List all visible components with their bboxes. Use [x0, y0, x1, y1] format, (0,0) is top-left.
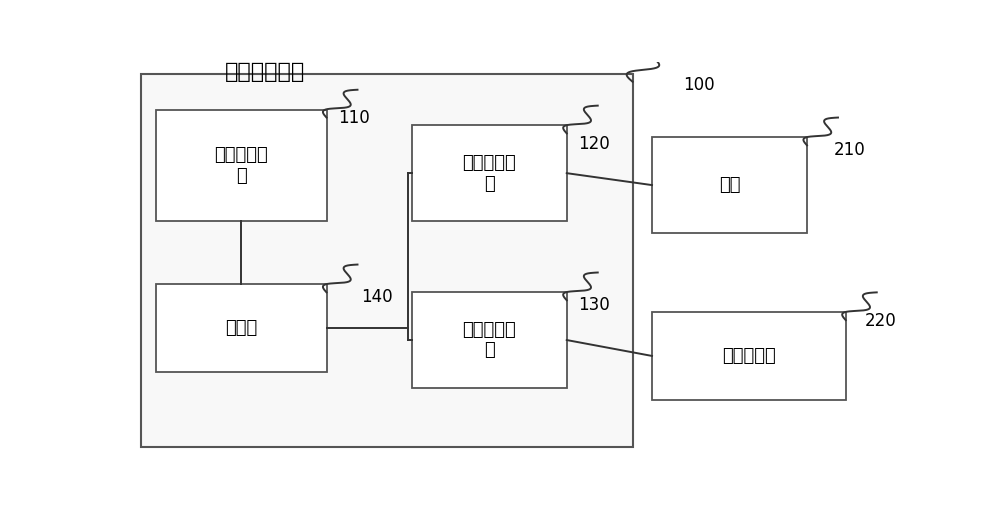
Text: 220: 220 — [865, 312, 897, 330]
Text: 140: 140 — [361, 288, 393, 307]
Text: 第一驱动电
路: 第一驱动电 路 — [462, 154, 516, 192]
Text: 110: 110 — [338, 109, 370, 127]
Text: 120: 120 — [578, 135, 610, 153]
Bar — [412, 293, 567, 388]
Bar — [156, 109, 326, 221]
Text: 大灯: 大灯 — [719, 176, 740, 194]
Text: 控制器: 控制器 — [225, 319, 257, 337]
Bar — [652, 312, 846, 399]
Text: 整车背光灯: 整车背光灯 — [722, 347, 776, 365]
Bar — [156, 284, 326, 372]
Text: 光线检测模
块: 光线检测模 块 — [214, 146, 268, 185]
Text: 灯光控制装置: 灯光控制装置 — [224, 62, 305, 82]
Text: 100: 100 — [683, 76, 715, 94]
Text: 第二驱动电
路: 第二驱动电 路 — [462, 320, 516, 360]
Bar — [412, 125, 567, 221]
Text: 130: 130 — [578, 296, 610, 314]
Bar — [140, 74, 633, 447]
Text: 210: 210 — [834, 141, 866, 159]
Bar — [652, 137, 807, 233]
